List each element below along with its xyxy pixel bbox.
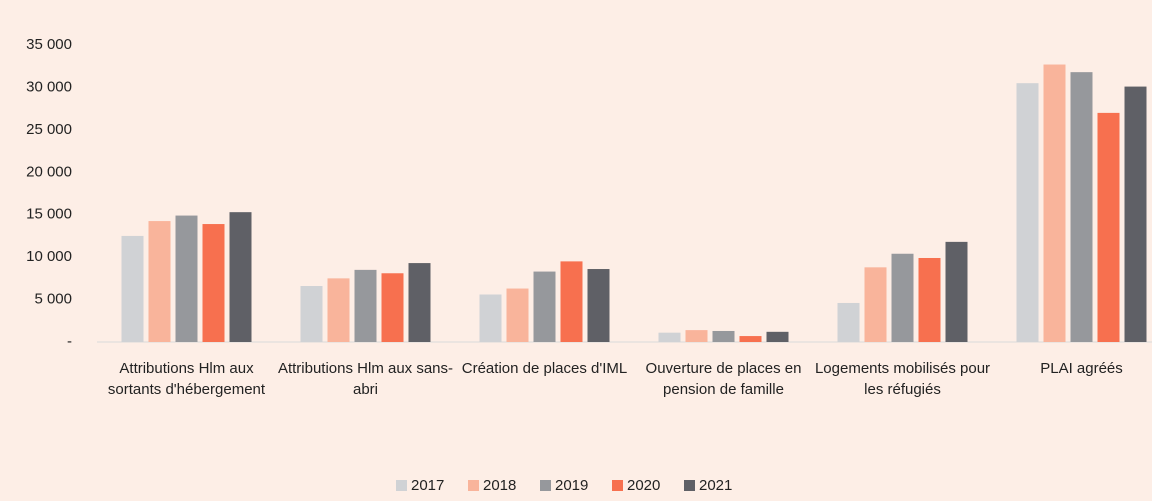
y-tick-label: -: [67, 333, 72, 350]
legend-label: 2017: [411, 477, 444, 494]
bar: [229, 212, 252, 342]
bar: [1016, 83, 1039, 342]
x-tick-label: Attributions Hlm aux sortants d'hébergem…: [107, 360, 266, 398]
legend-swatch: [684, 480, 695, 491]
legend-label: 2018: [483, 477, 516, 494]
x-tick-label: Logements mobilisés pour les réfugiés: [814, 360, 991, 398]
bar: [175, 215, 198, 342]
bar: [658, 332, 681, 342]
bar: [712, 330, 735, 342]
y-tick-label: 15 000: [26, 206, 72, 223]
bar: [148, 221, 171, 342]
bar: [864, 267, 887, 342]
y-tick-label: 5 000: [34, 291, 72, 308]
legend-swatch: [612, 480, 623, 491]
bar: [1097, 112, 1120, 342]
bar: [837, 302, 860, 342]
bar: [121, 235, 144, 342]
y-tick-label: 20 000: [26, 163, 72, 180]
y-tick-label: 25 000: [26, 121, 72, 138]
x-tick-label: Création de places d'IML: [461, 360, 628, 377]
bar: [300, 285, 323, 342]
x-tick-label: Attributions Hlm aux sans-abri: [277, 360, 454, 398]
x-tick-label: PLAI agréés: [1040, 360, 1123, 377]
bar: [945, 241, 968, 342]
legend-label: 2021: [699, 477, 732, 494]
bar: [1070, 72, 1093, 342]
bar: [354, 269, 377, 342]
bar: [891, 253, 914, 342]
bar: [1124, 86, 1147, 342]
bar: [1043, 64, 1066, 342]
legend-label: 2019: [555, 477, 588, 494]
legend-label: 2020: [627, 477, 660, 494]
bar: [587, 269, 610, 342]
legend-swatch: [396, 480, 407, 491]
y-tick-label: 35 000: [26, 36, 72, 53]
bar: [533, 271, 556, 342]
bar: [766, 331, 789, 342]
bar: [506, 288, 529, 342]
legend-swatch: [468, 480, 479, 491]
bar: [202, 224, 225, 342]
legend-swatch: [540, 480, 551, 491]
bar: [685, 330, 708, 342]
x-tick-label: Ouverture de places en pension de famill…: [645, 360, 802, 398]
y-tick-label: 10 000: [26, 248, 72, 265]
bar: [918, 257, 941, 342]
bar: [479, 294, 502, 342]
y-tick-label: 30 000: [26, 78, 72, 95]
bar: [739, 336, 762, 342]
bar: [381, 273, 404, 342]
bar: [408, 263, 431, 342]
bar: [560, 261, 583, 342]
bar: [327, 278, 350, 342]
